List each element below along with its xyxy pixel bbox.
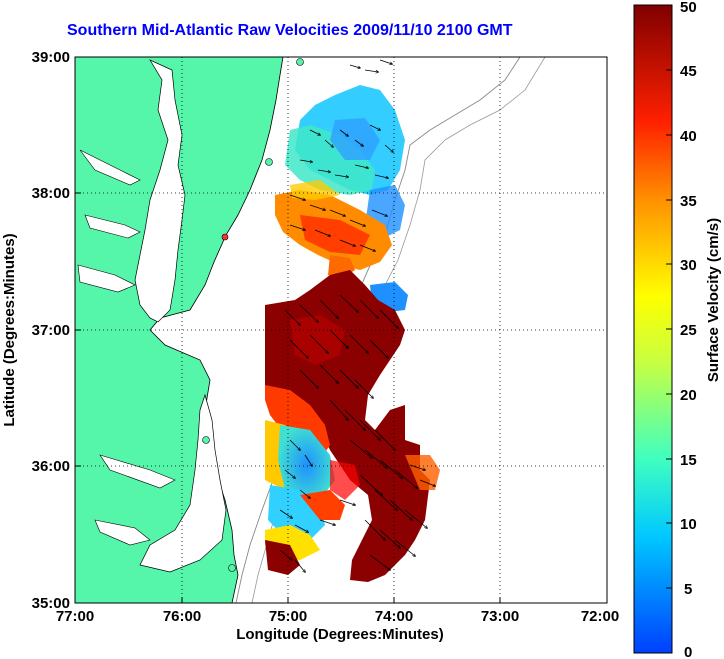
colorbar-label: Surface Velocity (cm/s) — [705, 218, 722, 382]
colorbar-tick: 30 — [680, 257, 697, 274]
velocity-vectors — [279, 59, 435, 572]
radar-stations — [202, 58, 304, 572]
colorbar-tick: 20 — [680, 387, 697, 404]
x-tick: 73:00 — [481, 608, 519, 625]
grid-lines — [75, 57, 607, 603]
y-tick: 39:00 — [32, 49, 70, 66]
colorbar-tick: 50 — [680, 0, 697, 16]
chesapeake-bay — [134, 59, 186, 323]
x-tick: 76:00 — [163, 608, 201, 625]
x-tick: 72:00 — [581, 608, 619, 625]
colorbar-tick: 10 — [680, 516, 697, 533]
y-tick: 36:00 — [32, 458, 70, 475]
y-tick: 38:00 — [32, 185, 70, 202]
y-tick: 37:00 — [32, 322, 70, 339]
x-axis-label: Longitude (Degrees:Minutes) — [236, 626, 444, 643]
y-axis-label: Latitude (Degrees:Minutes) — [1, 233, 18, 426]
x-tick: 74:00 — [375, 608, 413, 625]
map-plot-area — [75, 57, 607, 603]
map-title-text: Southern Mid-Atlantic Raw Velocities 200… — [67, 22, 513, 39]
colorbar-tick: 40 — [680, 128, 697, 145]
colorbar-tick: 45 — [680, 63, 697, 80]
colorbar-ticks: 50 45 40 35 30 25 20 15 10 5 0 — [680, 0, 697, 659]
y-axis-ticks: 39:00 38:00 37:00 36:00 35:00 — [32, 49, 70, 612]
x-tick: 77:00 — [56, 608, 94, 625]
y-tick: 35:00 — [32, 595, 70, 612]
colorbar-tick: 35 — [680, 193, 697, 210]
x-axis-ticks: 77:00 76:00 75:00 74:00 73:00 72:00 — [56, 608, 619, 625]
x-tick: 75:00 — [269, 608, 307, 625]
colorbar-tick: 15 — [680, 452, 697, 469]
colorbar-tick: 5 — [684, 581, 692, 598]
velocity-field — [265, 85, 440, 582]
colorbar-tick: 25 — [680, 322, 697, 339]
colorbar-tick: 0 — [684, 644, 692, 659]
